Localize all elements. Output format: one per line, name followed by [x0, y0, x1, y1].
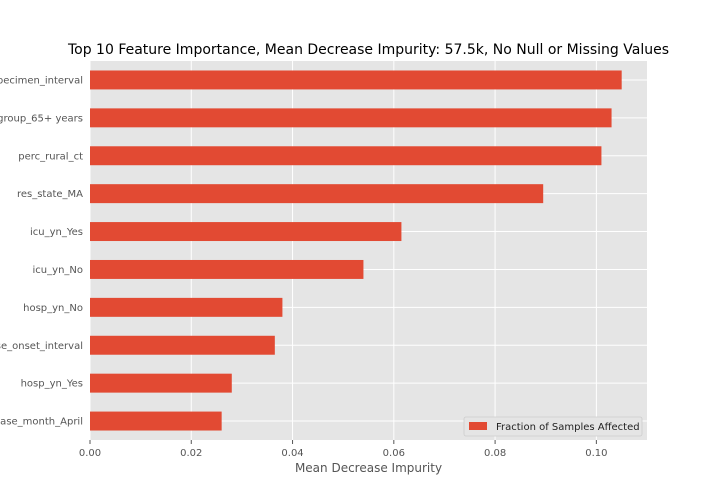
y-tick-label: perc_rural_ct: [18, 151, 83, 162]
y-tick-label: hosp_yn_No: [23, 303, 83, 314]
y-tick-label: res_state_MA: [17, 189, 83, 200]
x-tick-labels: 0.00 0.02 0.04 0.06 0.08 0.10: [79, 440, 607, 459]
x-tick-label: 0.00: [79, 448, 101, 459]
bar-age_group_65+ years: [90, 108, 612, 128]
bar-layer: [90, 70, 622, 431]
y-tick-label: case_onset_interval: [0, 341, 83, 352]
legend-box: [463, 416, 643, 437]
y-tick-label: hosp_yn_Yes: [21, 379, 83, 390]
y-tick-label: age_group_65+ years: [0, 113, 83, 124]
chart-title: Top 10 Feature Importance, Mean Decrease…: [67, 42, 669, 58]
bar-case_positive_specimen_interval: [90, 70, 622, 90]
legend-label: Fraction of Samples Affected: [496, 422, 640, 433]
bar-hosp_yn_No: [90, 297, 283, 317]
legend-swatch: [469, 422, 487, 430]
bar-hosp_yn_Yes: [90, 373, 232, 393]
bar-perc_rural_ct: [90, 146, 602, 166]
y-tick-label: case_month_April: [0, 417, 83, 428]
x-tick-label: 0.10: [585, 448, 607, 459]
x-tick-label: 0.02: [180, 448, 202, 459]
x-tick-label: 0.06: [383, 448, 405, 459]
legend: Fraction of Samples Affected: [463, 416, 643, 437]
bar-icu_yn_Yes: [90, 222, 402, 242]
x-tick-label: 0.08: [484, 448, 506, 459]
y-tick-label: icu_yn_No: [33, 265, 83, 276]
y-tick-label: icu_yn_Yes: [30, 227, 83, 238]
bar-case_onset_interval: [90, 335, 275, 355]
bar-case_month_April: [90, 411, 222, 431]
y-tick-labels: case_month_April hosp_yn_Yes case_onset_in…: [0, 75, 83, 427]
x-tick-label: 0.04: [281, 448, 303, 459]
bar-icu_yn_No: [90, 259, 364, 279]
bar-res_state_MA: [90, 184, 544, 204]
x-axis-label: Mean Decrease Impurity: [295, 461, 442, 475]
